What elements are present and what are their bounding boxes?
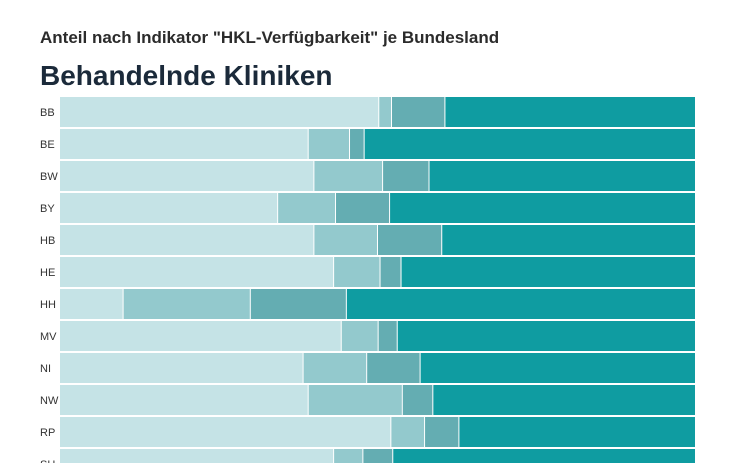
bar-segment-bb-4[interactable] — [445, 97, 695, 127]
bar-segment-rp-3[interactable] — [425, 417, 459, 447]
category-labels: BB BE BW BY HB HE HH MV NI NW RP SH — [40, 107, 59, 463]
bar-segment-hb-2[interactable] — [314, 225, 377, 255]
bar-segment-rp-4[interactable] — [459, 417, 695, 447]
bar-segment-sh-4[interactable] — [393, 449, 695, 463]
bar-segment-nw-1[interactable] — [60, 385, 308, 415]
bar-segment-he-1[interactable] — [60, 257, 334, 287]
bar-segment-bb-3[interactable] — [391, 97, 445, 127]
bar-segment-nw-3[interactable] — [402, 385, 433, 415]
bar-segment-he-3[interactable] — [380, 257, 401, 287]
bar-segment-by-3[interactable] — [336, 193, 390, 223]
category-label-be: BE — [40, 139, 55, 151]
category-label-ni: NI — [40, 363, 51, 375]
bar-segment-bb-2[interactable] — [379, 97, 391, 127]
bar-segment-mv-3[interactable] — [378, 321, 397, 351]
bar-segment-hb-4[interactable] — [442, 225, 695, 255]
bar-segment-by-4[interactable] — [390, 193, 695, 223]
bar-segment-ni-2[interactable] — [303, 353, 367, 383]
category-label-mv: MV — [40, 331, 57, 343]
bar-segment-bw-4[interactable] — [429, 161, 695, 191]
bar-segment-hh-2[interactable] — [123, 289, 250, 319]
bar-segment-nw-4[interactable] — [433, 385, 695, 415]
bar-segment-be-1[interactable] — [60, 129, 308, 159]
bar-segment-by-2[interactable] — [278, 193, 336, 223]
bars-group — [60, 97, 695, 463]
bar-segment-bw-2[interactable] — [314, 161, 383, 191]
chart-title: Behandelnde Kliniken — [40, 60, 333, 91]
bar-segment-mv-1[interactable] — [60, 321, 341, 351]
category-label-bb: BB — [40, 107, 55, 119]
bar-segment-bb-1[interactable] — [60, 97, 379, 127]
category-label-he: HE — [40, 267, 55, 279]
bar-segment-sh-1[interactable] — [60, 449, 334, 463]
bar-segment-nw-2[interactable] — [308, 385, 402, 415]
bar-segment-ni-1[interactable] — [60, 353, 303, 383]
bar-segment-hh-1[interactable] — [60, 289, 123, 319]
category-label-hh: HH — [40, 299, 56, 311]
bar-segment-by-1[interactable] — [60, 193, 278, 223]
bar-segment-sh-3[interactable] — [363, 449, 393, 463]
category-label-rp: RP — [40, 427, 55, 439]
category-label-nw: NW — [40, 395, 59, 407]
bar-segment-bw-1[interactable] — [60, 161, 314, 191]
bar-segment-mv-4[interactable] — [397, 321, 695, 351]
bar-segment-be-2[interactable] — [308, 129, 350, 159]
bar-segment-hh-3[interactable] — [250, 289, 346, 319]
bar-segment-be-3[interactable] — [350, 129, 364, 159]
bar-segment-he-2[interactable] — [334, 257, 380, 287]
bar-segment-be-4[interactable] — [364, 129, 695, 159]
category-label-sh: SH — [40, 459, 55, 463]
bar-segment-rp-1[interactable] — [60, 417, 391, 447]
chart-subtitle: Anteil nach Indikator "HKL-Verfügbarkeit… — [40, 28, 500, 47]
bar-segment-rp-2[interactable] — [391, 417, 425, 447]
bar-segment-ni-3[interactable] — [367, 353, 420, 383]
bar-segment-mv-2[interactable] — [341, 321, 378, 351]
bar-segment-he-4[interactable] — [401, 257, 695, 287]
bar-segment-hb-1[interactable] — [60, 225, 314, 255]
bar-segment-bw-3[interactable] — [383, 161, 429, 191]
bar-segment-hh-4[interactable] — [346, 289, 695, 319]
bar-segment-hb-3[interactable] — [378, 225, 442, 255]
bar-segment-sh-2[interactable] — [334, 449, 363, 463]
category-label-by: BY — [40, 203, 55, 215]
category-label-hb: HB — [40, 235, 55, 247]
category-label-bw: BW — [40, 171, 58, 183]
bar-segment-ni-4[interactable] — [420, 353, 695, 383]
